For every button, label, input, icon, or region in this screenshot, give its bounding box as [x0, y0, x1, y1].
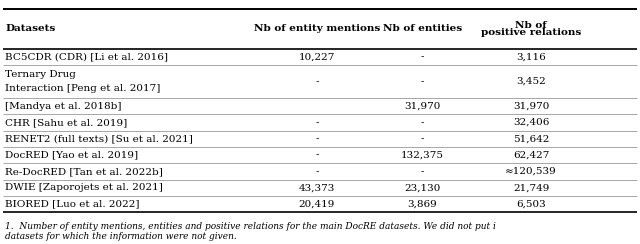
Text: 21,749: 21,749 [513, 183, 549, 192]
Text: 32,406: 32,406 [513, 118, 549, 127]
Text: 20,419: 20,419 [299, 200, 335, 209]
Text: 3,869: 3,869 [408, 200, 437, 209]
Text: Nb of: Nb of [515, 20, 547, 30]
Text: 31,970: 31,970 [513, 102, 549, 111]
Text: 51,642: 51,642 [513, 134, 549, 143]
Text: RENET2 (full texts) [Su et al. 2021]: RENET2 (full texts) [Su et al. 2021] [5, 134, 193, 143]
Text: -: - [420, 134, 424, 143]
Text: datasets for which the information were not given.: datasets for which the information were … [5, 232, 237, 241]
Text: DocRED [Yao et al. 2019]: DocRED [Yao et al. 2019] [5, 151, 138, 160]
Text: 43,373: 43,373 [299, 183, 335, 192]
Text: [Mandya et al. 2018b]: [Mandya et al. 2018b] [5, 102, 122, 111]
Text: Nb of entities: Nb of entities [383, 24, 462, 33]
Text: 3,452: 3,452 [516, 77, 546, 86]
Text: positive relations: positive relations [481, 28, 581, 37]
Text: -: - [420, 167, 424, 176]
Text: ≈120,539: ≈120,539 [506, 167, 557, 176]
Text: -: - [315, 151, 319, 160]
Text: 62,427: 62,427 [513, 151, 549, 160]
Text: CHR [Sahu et al. 2019]: CHR [Sahu et al. 2019] [5, 118, 127, 127]
Text: Interaction [Peng et al. 2017]: Interaction [Peng et al. 2017] [5, 84, 161, 93]
Text: -: - [420, 77, 424, 86]
Text: 10,227: 10,227 [299, 52, 335, 61]
Text: BC5CDR (CDR) [Li et al. 2016]: BC5CDR (CDR) [Li et al. 2016] [5, 52, 168, 61]
Text: -: - [315, 118, 319, 127]
Text: DWIE [Zaporojets et al. 2021]: DWIE [Zaporojets et al. 2021] [5, 183, 163, 192]
Text: Datasets: Datasets [5, 24, 56, 33]
Text: 6,503: 6,503 [516, 200, 546, 209]
Text: 31,970: 31,970 [404, 102, 440, 111]
Text: Nb of entity mentions: Nb of entity mentions [253, 24, 380, 33]
Text: -: - [315, 77, 319, 86]
Text: 1.  Number of entity mentions, entities and positive relations for the main DocR: 1. Number of entity mentions, entities a… [5, 222, 496, 231]
Text: -: - [315, 167, 319, 176]
Text: Re-DocRED [Tan et al. 2022b]: Re-DocRED [Tan et al. 2022b] [5, 167, 163, 176]
Text: -: - [420, 52, 424, 61]
Text: 3,116: 3,116 [516, 52, 546, 61]
Text: 23,130: 23,130 [404, 183, 440, 192]
Text: BIORED [Luo et al. 2022]: BIORED [Luo et al. 2022] [5, 200, 140, 209]
Text: Ternary Drug: Ternary Drug [5, 70, 76, 79]
Text: -: - [315, 134, 319, 143]
Text: 132,375: 132,375 [401, 151, 444, 160]
Text: -: - [420, 118, 424, 127]
